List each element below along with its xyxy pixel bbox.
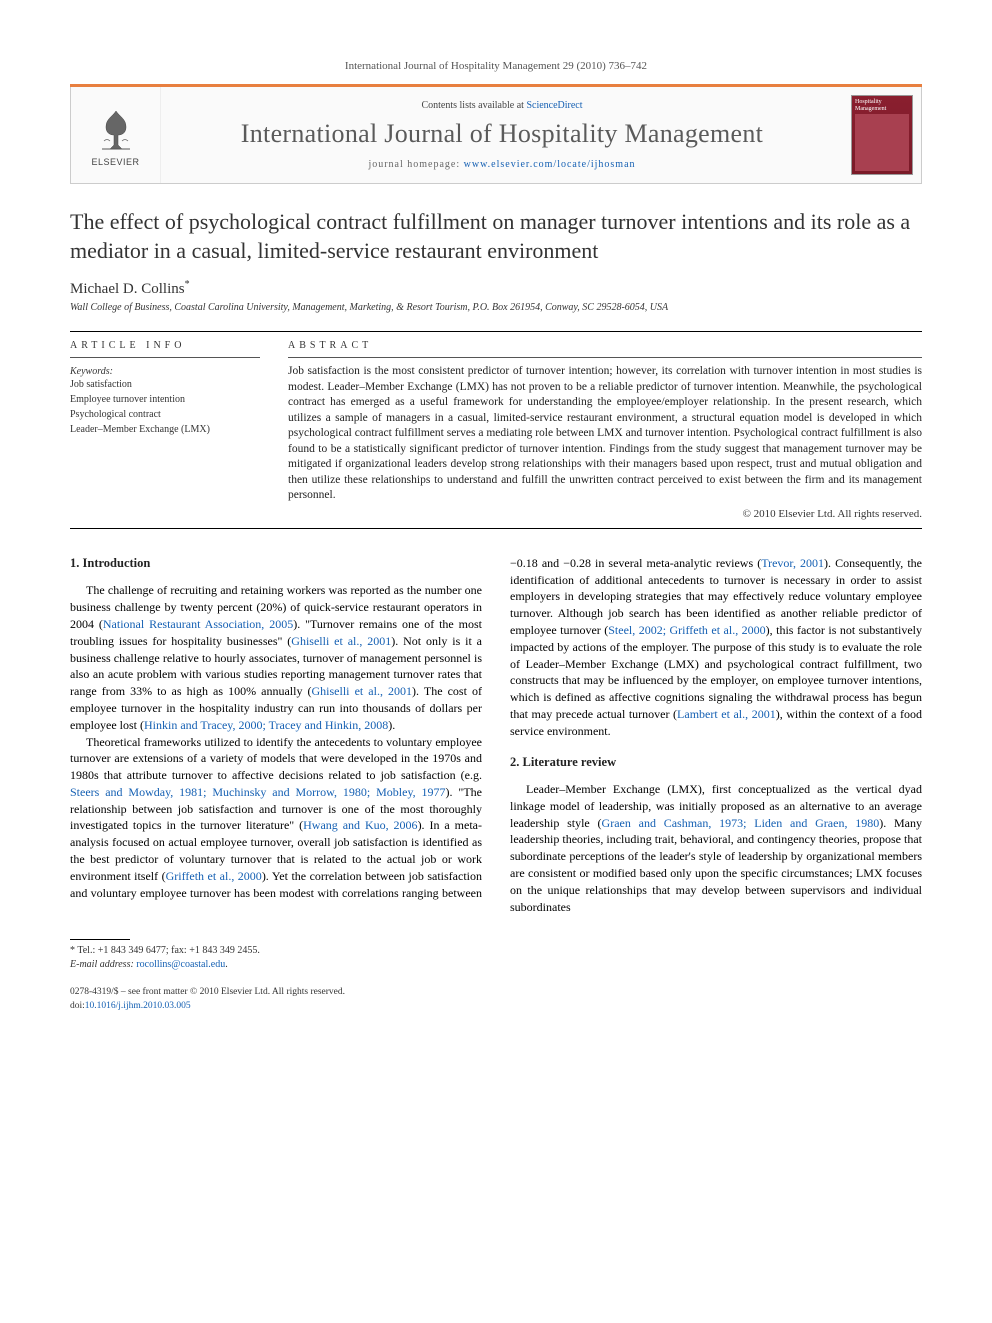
citation-link[interactable]: Griffeth et al., 2000 xyxy=(166,869,262,883)
journal-header-center: Contents lists available at ScienceDirec… xyxy=(161,87,843,183)
keywords-label: Keywords: xyxy=(70,366,260,377)
homepage-prefix: journal homepage: xyxy=(368,159,463,170)
section-2-head: 2. Literature review xyxy=(510,754,922,772)
journal-homepage-line: journal homepage: www.elsevier.com/locat… xyxy=(368,159,635,170)
elsevier-tree-icon xyxy=(91,103,141,155)
article-title: The effect of psychological contract ful… xyxy=(70,208,922,265)
email-link[interactable]: rocollins@coastal.edu xyxy=(136,959,225,970)
author-name: Michael D. Collins xyxy=(70,281,185,297)
keyword-item: Leader–Member Exchange (LMX) xyxy=(70,422,260,437)
keyword-item: Job satisfaction xyxy=(70,377,260,392)
issn-line: 0278-4319/$ – see front matter © 2010 El… xyxy=(70,986,345,999)
citation-link[interactable]: Graen and Cashman, 1973; Liden and Graen… xyxy=(602,816,880,830)
abstract-text: Job satisfaction is the most consistent … xyxy=(288,364,922,504)
cover-title-1: Hospitality xyxy=(855,99,909,106)
footnotes: * Tel.: +1 843 349 6477; fax: +1 843 349… xyxy=(70,939,462,972)
abstract-copyright: © 2010 Elsevier Ltd. All rights reserved… xyxy=(288,508,922,520)
footnote-email: E-mail address: rocollins@coastal.edu. xyxy=(70,958,462,972)
citation-link[interactable]: Ghiselli et al., 2001 xyxy=(312,684,413,698)
citation-link[interactable]: Trevor, 2001 xyxy=(761,556,824,570)
page-footer: 0278-4319/$ – see front matter © 2010 El… xyxy=(70,986,922,1013)
contents-prefix: Contents lists available at xyxy=(421,100,526,111)
citation-link[interactable]: Hinkin and Tracey, 2000; Tracey and Hink… xyxy=(144,718,388,732)
journal-name: International Journal of Hospitality Man… xyxy=(241,119,763,149)
affiliation: Wall College of Business, Coastal Caroli… xyxy=(70,302,922,313)
author-line: Michael D. Collins* xyxy=(70,279,922,298)
citation-link[interactable]: Hwang and Kuo, 2006 xyxy=(303,818,417,832)
journal-homepage-link[interactable]: www.elsevier.com/locate/ijhosman xyxy=(464,159,636,170)
contents-available-line: Contents lists available at ScienceDirec… xyxy=(421,100,582,111)
footnote-tel: * Tel.: +1 843 349 6477; fax: +1 843 349… xyxy=(70,944,462,958)
citation-link[interactable]: Steel, 2002; Griffeth et al., 2000 xyxy=(608,623,765,637)
journal-header: ELSEVIER Contents lists available at Sci… xyxy=(70,87,922,184)
author-marker: * xyxy=(185,279,190,290)
abstract-column: abstract Job satisfaction is the most co… xyxy=(288,332,922,520)
keyword-item: Psychological contract xyxy=(70,407,260,422)
section-1-head: 1. Introduction xyxy=(70,555,482,573)
citation-link[interactable]: Steers and Mowday, 1981; Muchinsky and M… xyxy=(70,785,446,799)
elsevier-logo: ELSEVIER xyxy=(71,87,161,183)
email-label: E-mail address: xyxy=(70,959,136,970)
citation-link[interactable]: Lambert et al., 2001 xyxy=(677,707,776,721)
body-paragraph: Leader–Member Exchange (LMX), first conc… xyxy=(510,781,922,915)
cover-title-2: Management xyxy=(855,106,909,113)
journal-cover-thumb: Hospitality Management xyxy=(843,87,921,183)
article-info-head: article info xyxy=(70,332,260,357)
running-head: International Journal of Hospitality Man… xyxy=(70,60,922,72)
body-columns: 1. Introduction The challenge of recruit… xyxy=(70,555,922,916)
citation-link[interactable]: Ghiselli et al., 2001 xyxy=(291,634,391,648)
sciencedirect-link[interactable]: ScienceDirect xyxy=(526,100,582,111)
body-paragraph: The challenge of recruiting and retainin… xyxy=(70,582,482,733)
abstract-head: abstract xyxy=(288,332,922,357)
keyword-item: Employee turnover intention xyxy=(70,392,260,407)
doi-link[interactable]: 10.1016/j.ijhm.2010.03.005 xyxy=(85,1001,191,1011)
article-info-column: article info Keywords: Job satisfaction … xyxy=(70,332,260,520)
doi-label: doi: xyxy=(70,1001,85,1011)
elsevier-wordmark: ELSEVIER xyxy=(91,157,139,167)
citation-link[interactable]: National Restaurant Association, 2005 xyxy=(103,617,293,631)
